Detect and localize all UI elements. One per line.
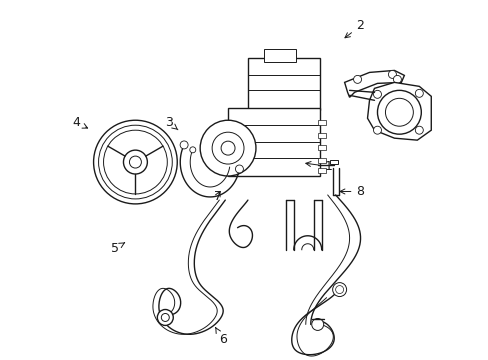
Circle shape	[235, 165, 243, 173]
Circle shape	[221, 141, 235, 155]
Bar	[317, 168, 325, 173]
Bar	[317, 158, 325, 163]
Bar	[317, 120, 325, 125]
Circle shape	[393, 75, 401, 84]
Circle shape	[157, 310, 173, 325]
Text: 6: 6	[215, 328, 226, 346]
Circle shape	[414, 89, 423, 97]
Circle shape	[335, 285, 343, 293]
Circle shape	[189, 147, 195, 153]
Circle shape	[377, 90, 421, 134]
Circle shape	[180, 141, 188, 149]
Text: 8: 8	[339, 185, 364, 198]
Polygon shape	[367, 82, 430, 140]
Circle shape	[414, 126, 423, 134]
Circle shape	[103, 130, 167, 194]
Text: 7: 7	[213, 190, 221, 203]
Circle shape	[311, 319, 323, 330]
Circle shape	[123, 150, 147, 174]
Circle shape	[129, 156, 141, 168]
Text: 1: 1	[305, 160, 331, 173]
Text: 3: 3	[165, 116, 178, 130]
Text: 4: 4	[72, 116, 87, 129]
Circle shape	[353, 75, 361, 84]
Circle shape	[161, 314, 169, 321]
Circle shape	[99, 125, 172, 199]
Circle shape	[200, 120, 255, 176]
Bar	[227, 108, 319, 176]
Circle shape	[385, 98, 412, 126]
Text: 2: 2	[344, 19, 364, 38]
Bar	[317, 145, 325, 150]
Circle shape	[93, 120, 177, 204]
Bar	[317, 133, 325, 138]
Circle shape	[387, 71, 396, 78]
Bar	[264, 49, 295, 62]
Circle shape	[212, 132, 244, 164]
Polygon shape	[344, 71, 404, 97]
Bar	[247, 58, 319, 110]
Circle shape	[373, 90, 381, 98]
Text: 5: 5	[111, 242, 124, 255]
Bar	[329, 160, 337, 164]
Circle shape	[373, 126, 381, 134]
Circle shape	[332, 283, 346, 297]
